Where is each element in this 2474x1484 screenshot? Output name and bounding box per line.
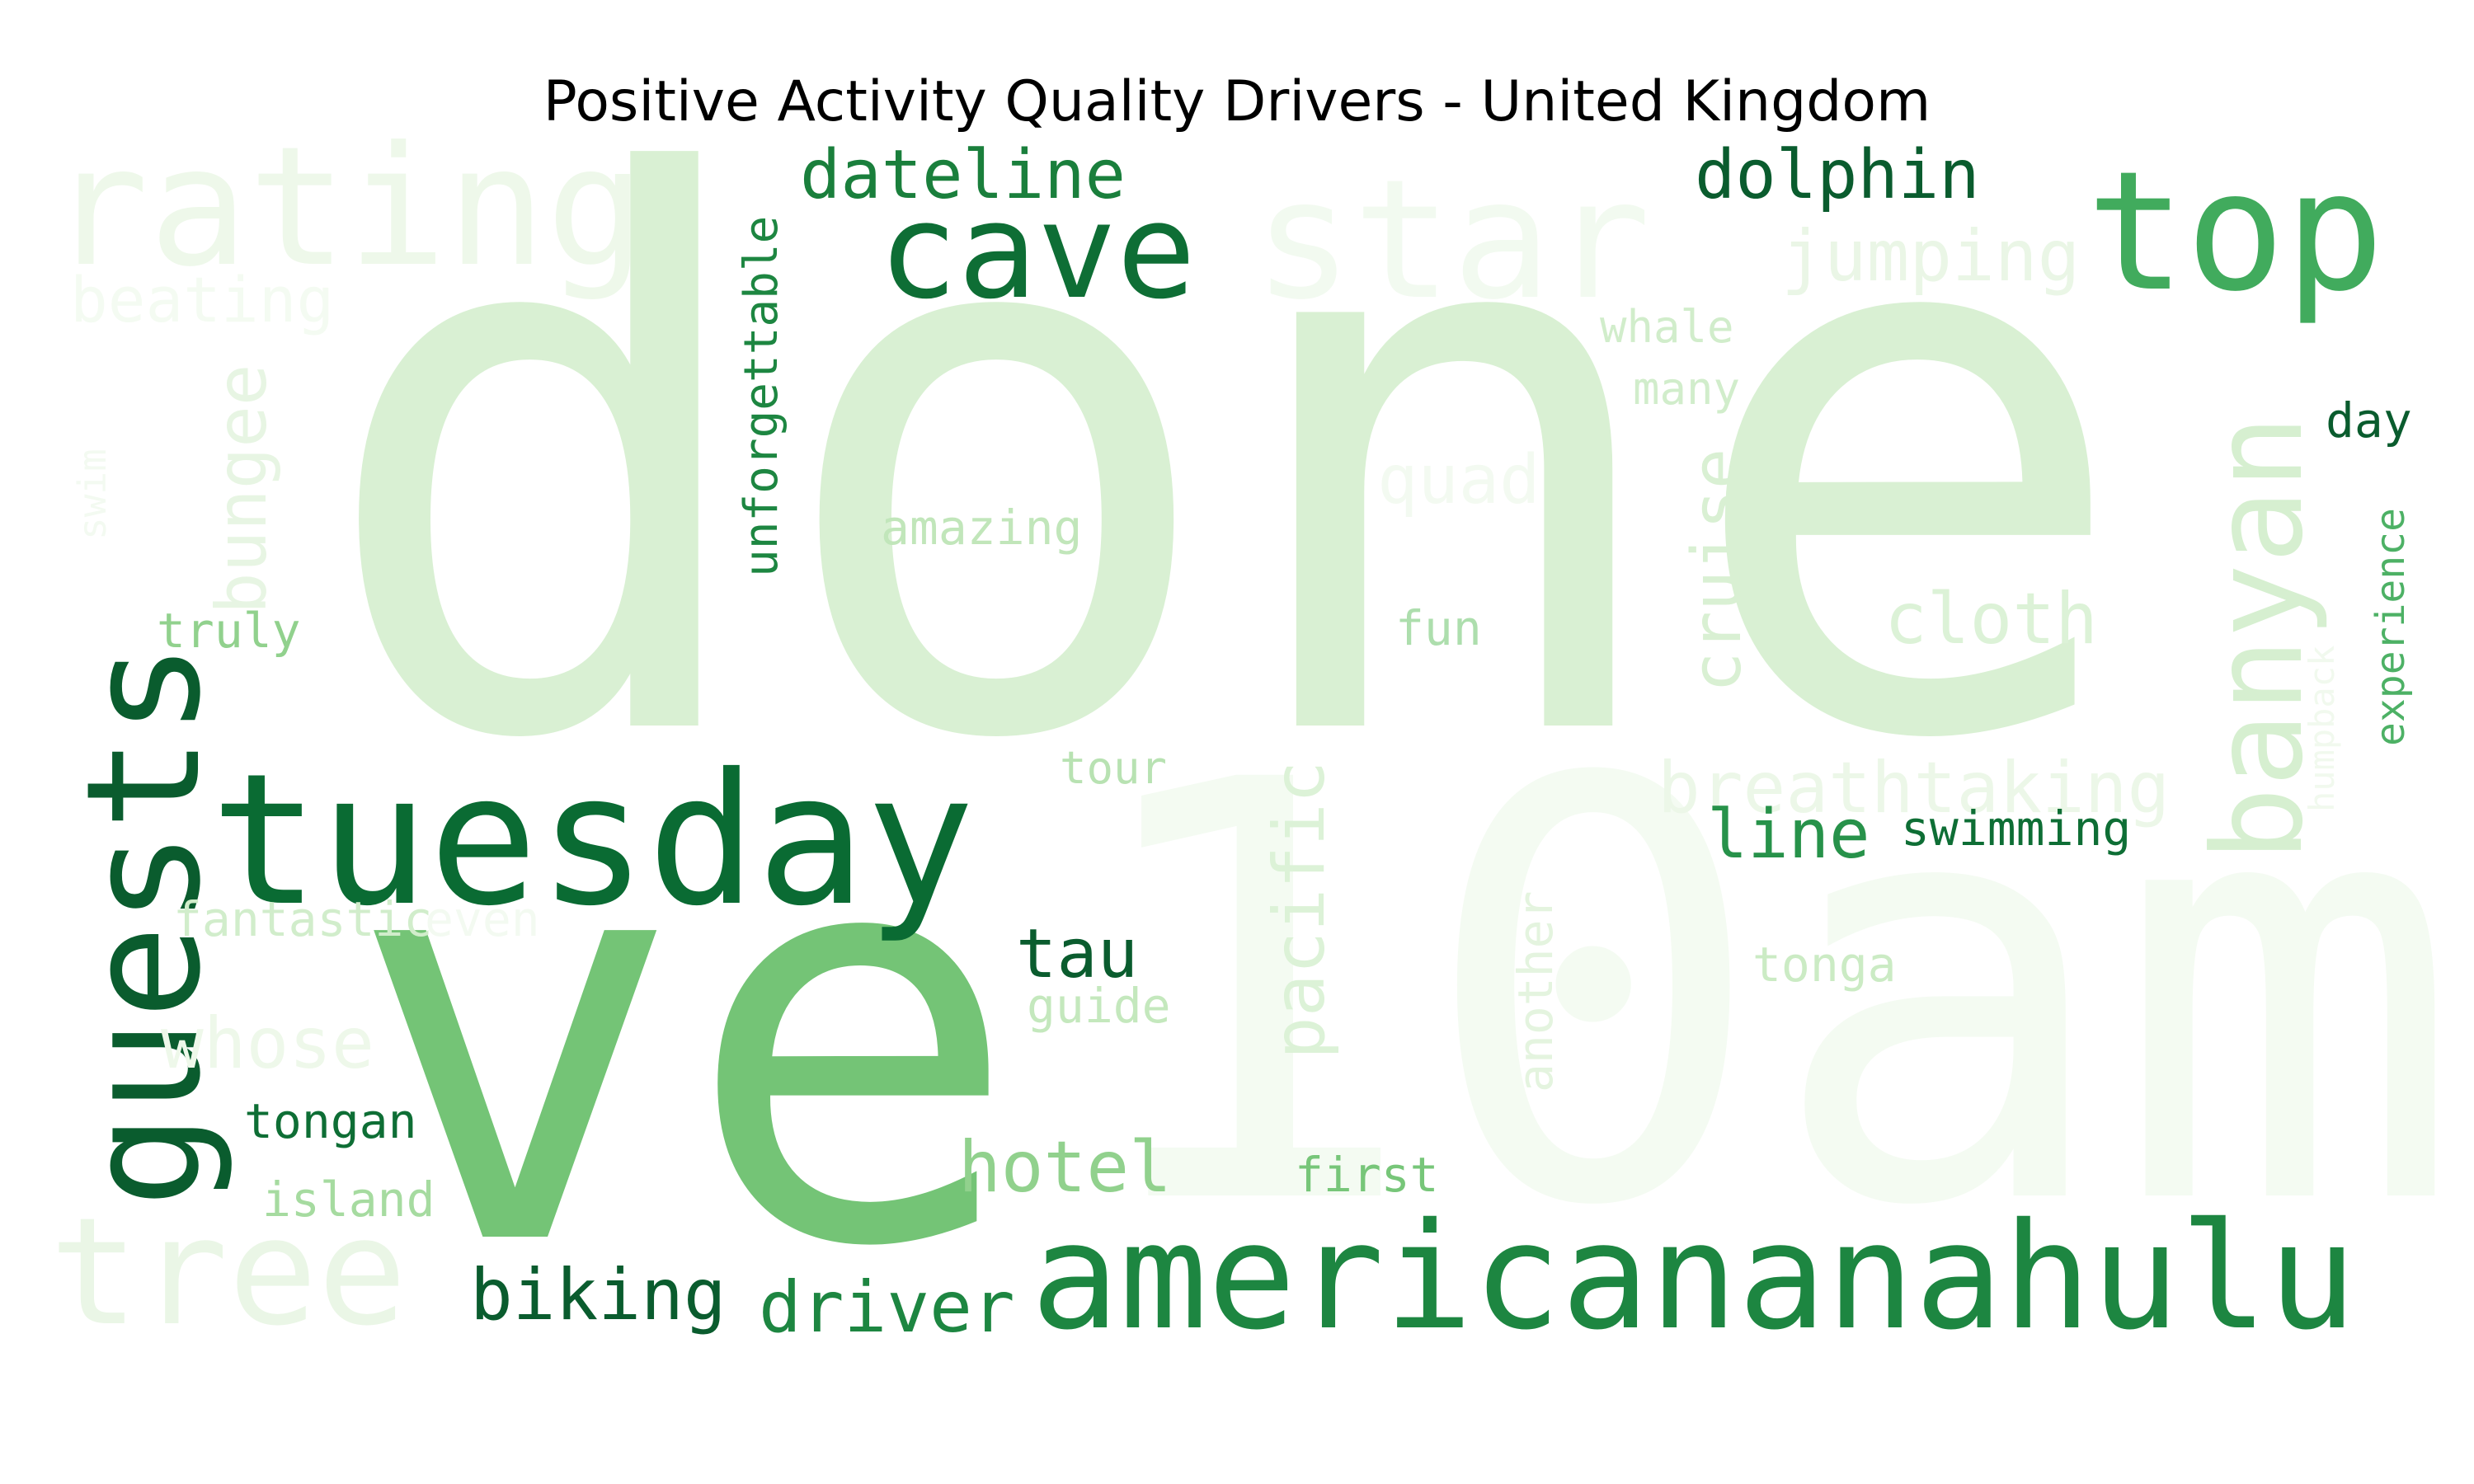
word-fantastic: fantastic: [173, 891, 432, 947]
word-even: even: [425, 891, 540, 947]
word-tau: tau: [1016, 915, 1138, 993]
word-guide: guide: [1027, 978, 1171, 1034]
word-bungee: bungee: [201, 364, 282, 614]
word-truly: truly: [157, 603, 301, 659]
word-first: first: [1295, 1147, 1439, 1203]
word-done: done: [313, 25, 2135, 904]
word-experience: experience: [2368, 508, 2414, 746]
word-quad: quad: [1377, 441, 1540, 519]
word-star: star: [1253, 144, 1651, 336]
word-driver: driver: [759, 1266, 1015, 1349]
word-hotel: hotel: [958, 1126, 1172, 1209]
word-tonga: tonga: [1752, 937, 1897, 993]
word-cruise: cruise: [1678, 448, 1757, 693]
word-guests: guests: [53, 642, 235, 1208]
word-tour: tour: [1060, 742, 1167, 794]
word-ve: ve: [346, 717, 1022, 1369]
word-swim: swim: [70, 448, 115, 540]
word-whale: whale: [1600, 301, 1734, 353]
word-tongan: tongan: [244, 1093, 417, 1149]
word-fun: fun: [1395, 600, 1482, 656]
word-day: day: [2326, 392, 2412, 448]
word-line: line: [1707, 796, 1870, 874]
word-banyan: banyan: [2187, 415, 2331, 862]
word-dolphin: dolphin: [1695, 136, 1980, 214]
word-top: top: [2086, 136, 2384, 328]
word-island: island: [262, 1172, 435, 1228]
word-breathtaking: breathtaking: [1658, 747, 2170, 829]
word-cave: cave: [878, 174, 1196, 328]
word-swimming: swimming: [1901, 801, 2131, 857]
word-beating: beating: [70, 263, 334, 336]
word-jumping: jumping: [1781, 215, 2080, 298]
chart-title: Positive Activity Quality Drivers - Unit…: [543, 69, 1931, 134]
word-cloth: cloth: [1884, 578, 2098, 660]
word-unforgettable: unforgettable: [735, 216, 788, 577]
word-tree: tree: [49, 1186, 407, 1359]
word-dateline: dateline: [800, 136, 1126, 214]
word-10am: 10am: [1072, 660, 2462, 1332]
word-humpback: humpback: [2302, 646, 2342, 812]
word-americananahulu: americananahulu: [1031, 1191, 2356, 1362]
word-whose: whose: [161, 1003, 374, 1085]
word-biking: biking: [470, 1254, 727, 1336]
word-many: many: [1633, 363, 1740, 415]
word-another: another: [1507, 891, 1564, 1092]
word-rating: rating: [49, 111, 645, 303]
word-amazing: amazing: [881, 500, 1082, 556]
word-tuesday: tuesday: [210, 735, 975, 946]
word-pacific: pacific: [1258, 761, 1341, 1059]
